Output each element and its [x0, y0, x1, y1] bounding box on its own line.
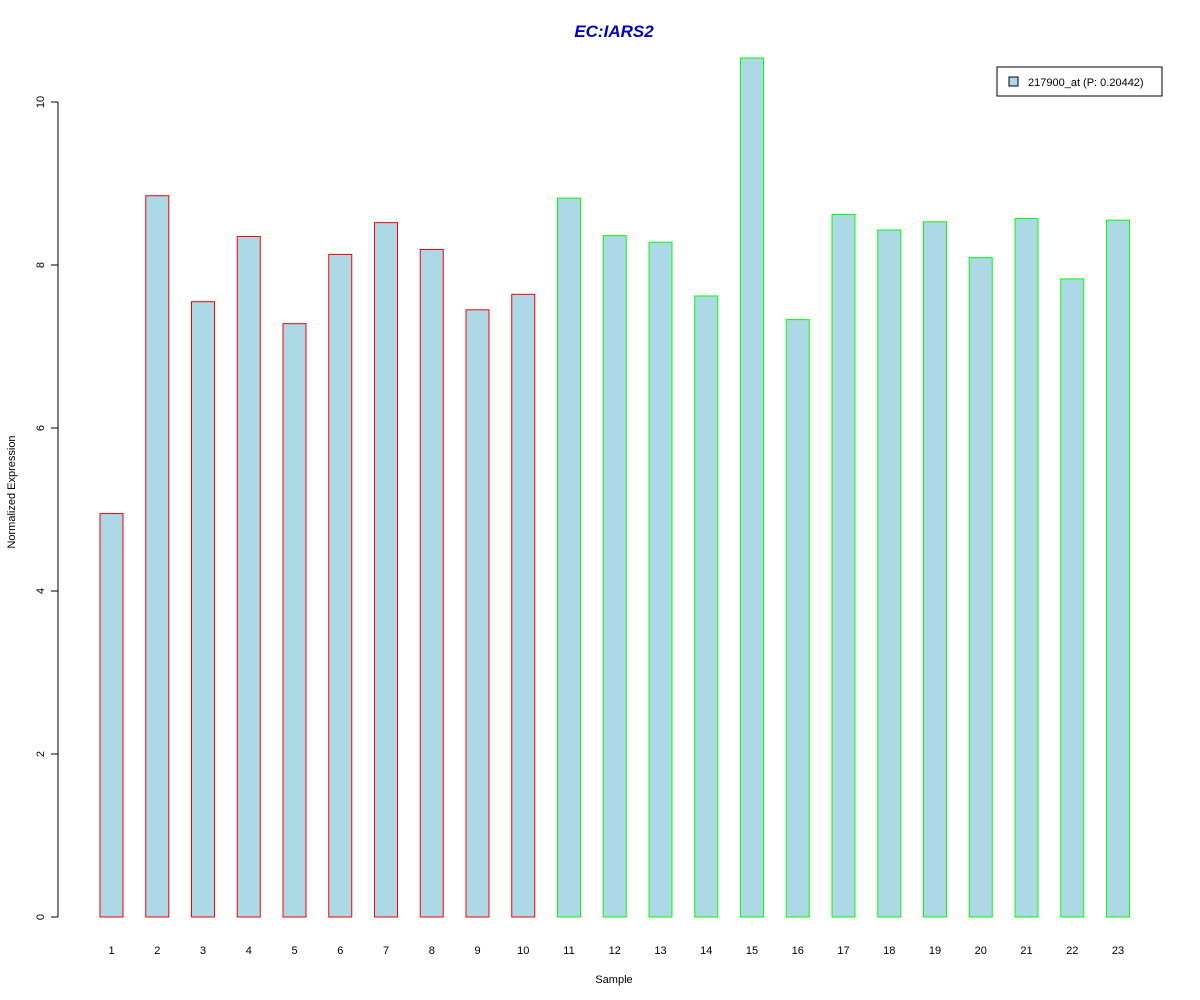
y-axis-label: Normalized Expression — [6, 435, 18, 548]
x-axis-label: Sample — [595, 974, 632, 986]
legend-label: 217900_at (P: 0.20442) — [1028, 77, 1144, 89]
x-tick-label: 16 — [792, 945, 804, 957]
bar-sample-21 — [1014, 218, 1039, 918]
bar-sample-1 — [99, 513, 124, 918]
bar-sample-10 — [511, 293, 536, 918]
bar-sample-3 — [191, 301, 215, 918]
chart-title: EC:IARS2 — [574, 22, 654, 41]
bar-sample-18 — [877, 229, 902, 918]
bar-sample-20 — [968, 257, 993, 918]
x-tick-label: 9 — [474, 945, 480, 957]
bar-sample-13 — [648, 241, 673, 918]
y-tick-label: 2 — [35, 751, 47, 757]
bar-sample-16 — [785, 319, 810, 918]
bar-sample-14 — [694, 295, 719, 918]
y-tick-label: 8 — [35, 262, 47, 268]
x-tick-label: 17 — [837, 945, 849, 957]
bar-sample-11 — [557, 197, 581, 918]
bar-sample-12 — [602, 235, 627, 918]
y-axis: 0 2 4 6 8 10 — [35, 96, 59, 920]
bar-sample-2 — [145, 195, 170, 918]
x-tick-label: 3 — [200, 945, 206, 957]
x-tick-label: 19 — [929, 945, 941, 957]
x-tick-label: 12 — [609, 945, 621, 957]
legend: 217900_at (P: 0.20442) — [996, 66, 1163, 97]
x-tick-label: 4 — [246, 945, 252, 957]
x-tick-label: 7 — [383, 945, 389, 957]
bars — [99, 57, 1130, 918]
y-tick-label: 4 — [35, 588, 47, 594]
bar-sample-4 — [236, 235, 261, 918]
y-tick-label: 0 — [35, 914, 47, 920]
bar-sample-6 — [328, 253, 353, 918]
bar-sample-19 — [923, 221, 947, 918]
bar-sample-15 — [740, 57, 764, 918]
x-tick-label: 18 — [883, 945, 895, 957]
x-tick-label: 14 — [700, 945, 712, 957]
legend-swatch — [1008, 76, 1019, 87]
x-tick-label: 2 — [154, 945, 160, 957]
bar-sample-23 — [1106, 219, 1130, 918]
bar-sample-5 — [282, 323, 307, 918]
y-tick-label: 10 — [35, 96, 47, 108]
legend-box — [996, 66, 1163, 97]
x-tick-label: 6 — [337, 945, 343, 957]
x-tick-label: 15 — [746, 945, 758, 957]
x-tick-label: 13 — [654, 945, 666, 957]
x-tick-label: 5 — [291, 945, 297, 957]
x-tick-label: 8 — [429, 945, 435, 957]
x-tick-label: 21 — [1020, 945, 1032, 957]
x-tick-label: 11 — [563, 945, 574, 957]
x-tick-label: 1 — [108, 945, 114, 957]
bar-sample-9 — [465, 309, 490, 918]
bar-sample-17 — [831, 213, 856, 918]
y-tick-label: 6 — [35, 425, 47, 431]
x-tick-label: 22 — [1066, 945, 1078, 957]
x-tick-label: 20 — [975, 945, 987, 957]
x-tick-labels: 1 2 3 4 5 6 7 8 9 10 11 12 13 14 15 16 17 18 19 20 21 22 23 — [108, 945, 1124, 957]
x-tick-label: 10 — [517, 945, 529, 957]
bar-sample-22 — [1060, 278, 1085, 918]
bar-sample-8 — [419, 249, 444, 918]
x-tick-label: 23 — [1112, 945, 1124, 957]
bar-sample-7 — [374, 222, 398, 918]
